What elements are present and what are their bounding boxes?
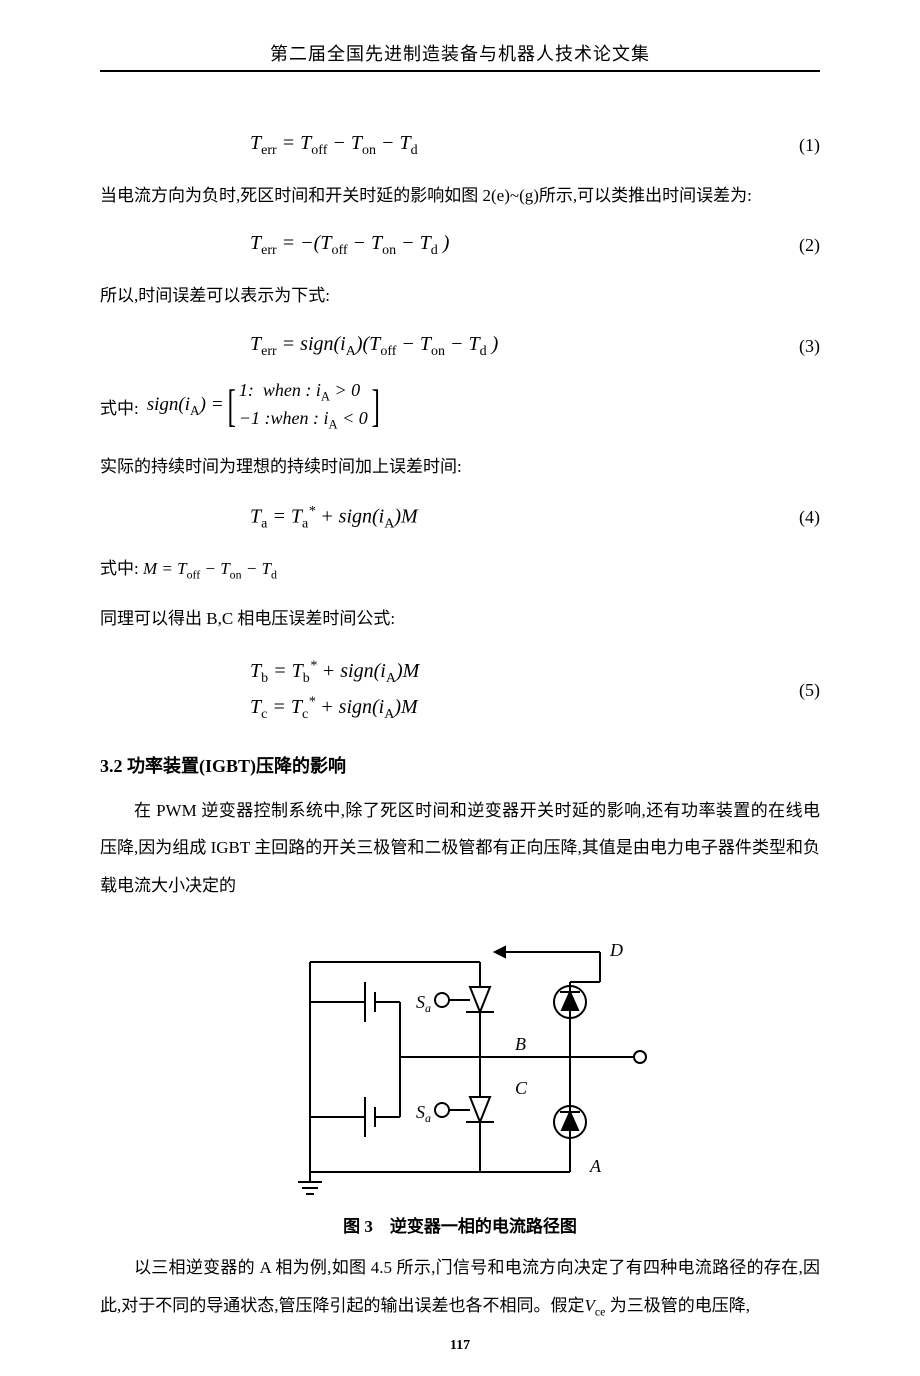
equation-5-body: Tb = Tb* + sign(iA)M Tc = Tc* + sign(iA)… xyxy=(250,655,770,726)
sign-def-math: sign(iA) = [ 1: when : iA > 0 −1 :when :… xyxy=(147,378,383,434)
equation-row-2: Terr = −(Toff − Ton − Td ) (2) xyxy=(100,232,820,259)
equation-4-body: Ta = Ta* + sign(iA)M xyxy=(250,504,770,533)
equation-row-3: Terr = sign(iA)(Toff − Ton − Td ) (3) xyxy=(100,333,820,360)
page-header-title: 第二届全国先进制造装备与机器人技术论文集 xyxy=(100,40,820,72)
sign-definition: 式中: sign(iA) = [ 1: when : iA > 0 −1 :wh… xyxy=(100,378,820,434)
equation-1-number: (1) xyxy=(770,135,820,156)
page: 第二届全国先进制造装备与机器人技术论文集 Terr = Toff − Ton −… xyxy=(0,0,920,1376)
m-def-prefix: 式中: xyxy=(100,559,139,578)
figure-3-caption: 图 3 逆变器一相的电流路径图 xyxy=(100,1212,820,1237)
figure-label-sa-lower: Sa xyxy=(416,1102,431,1125)
paragraph-bc-phase: 同理可以得出 B,C 相电压误差时间公式: xyxy=(100,600,820,637)
closing-post: 为三极管的电压降, xyxy=(605,1296,750,1315)
paragraph-actual-duration: 实际的持续时间为理想的持续时间加上误差时间: xyxy=(100,448,820,485)
bracket-left-icon: [ xyxy=(227,385,235,426)
sign-def-prefix: 式中: xyxy=(100,394,139,419)
equation-3-number: (3) xyxy=(770,336,820,357)
equation-3-body: Terr = sign(iA)(Toff − Ton − Td ) xyxy=(250,333,770,360)
equation-5-line1: Tb = Tb* + sign(iA)M xyxy=(250,655,419,690)
figure-3: D B C A Sa Sa xyxy=(100,922,820,1202)
equation-row-4: Ta = Ta* + sign(iA)M (4) xyxy=(100,504,820,533)
sign-def-row1: 1: when : iA > 0 xyxy=(239,378,368,406)
paragraph-neg-current: 当电流方向为负时,死区时间和开关时延的影响如图 2(e)~(g)所示,可以类推出… xyxy=(100,177,820,214)
figure-label-a: A xyxy=(589,1156,602,1176)
equation-2-number: (2) xyxy=(770,235,820,256)
equation-5-line2: Tc = Tc* + sign(iA)M xyxy=(250,691,419,726)
equation-1-body: Terr = Toff − Ton − Td xyxy=(250,132,770,159)
m-definition: 式中: M = Toff − Ton − Td xyxy=(100,550,820,588)
section-3-2-heading: 3.2 功率装置(IGBT)压降的影响 xyxy=(100,752,820,778)
paragraph-therefore: 所以,时间误差可以表示为下式: xyxy=(100,277,820,314)
equation-4-number: (4) xyxy=(770,507,820,528)
figure-label-c: C xyxy=(515,1078,528,1098)
equation-row-1: Terr = Toff − Ton − Td (1) xyxy=(100,132,820,159)
figure-label-b: B xyxy=(515,1034,526,1054)
equation-5-number: (5) xyxy=(770,680,820,701)
equation-row-5: Tb = Tb* + sign(iA)M Tc = Tc* + sign(iA)… xyxy=(100,655,820,726)
sign-def-row2: −1 :when : iA < 0 xyxy=(239,406,368,434)
figure-label-sa-upper: Sa xyxy=(416,992,431,1015)
bracket-right-icon: ] xyxy=(371,385,379,426)
paragraph-igbt: 在 PWM 逆变器控制系统中,除了死区时间和逆变器开关时延的影响,还有功率装置的… xyxy=(100,792,820,904)
paragraph-closing: 以三相逆变器的 A 相为例,如图 4.5 所示,门信号和电流方向决定了有四种电流… xyxy=(100,1249,820,1324)
sign-def-lhs: sign(iA) = xyxy=(147,394,224,419)
figure-label-d: D xyxy=(609,940,623,960)
m-def-body: M = Toff − Ton − Td xyxy=(143,559,277,578)
equation-2-body: Terr = −(Toff − Ton − Td ) xyxy=(250,232,770,259)
page-number: 117 xyxy=(0,1338,920,1354)
closing-vce: Vce xyxy=(585,1296,606,1315)
inverter-phase-circuit-diagram: D B C A Sa Sa xyxy=(270,922,650,1202)
